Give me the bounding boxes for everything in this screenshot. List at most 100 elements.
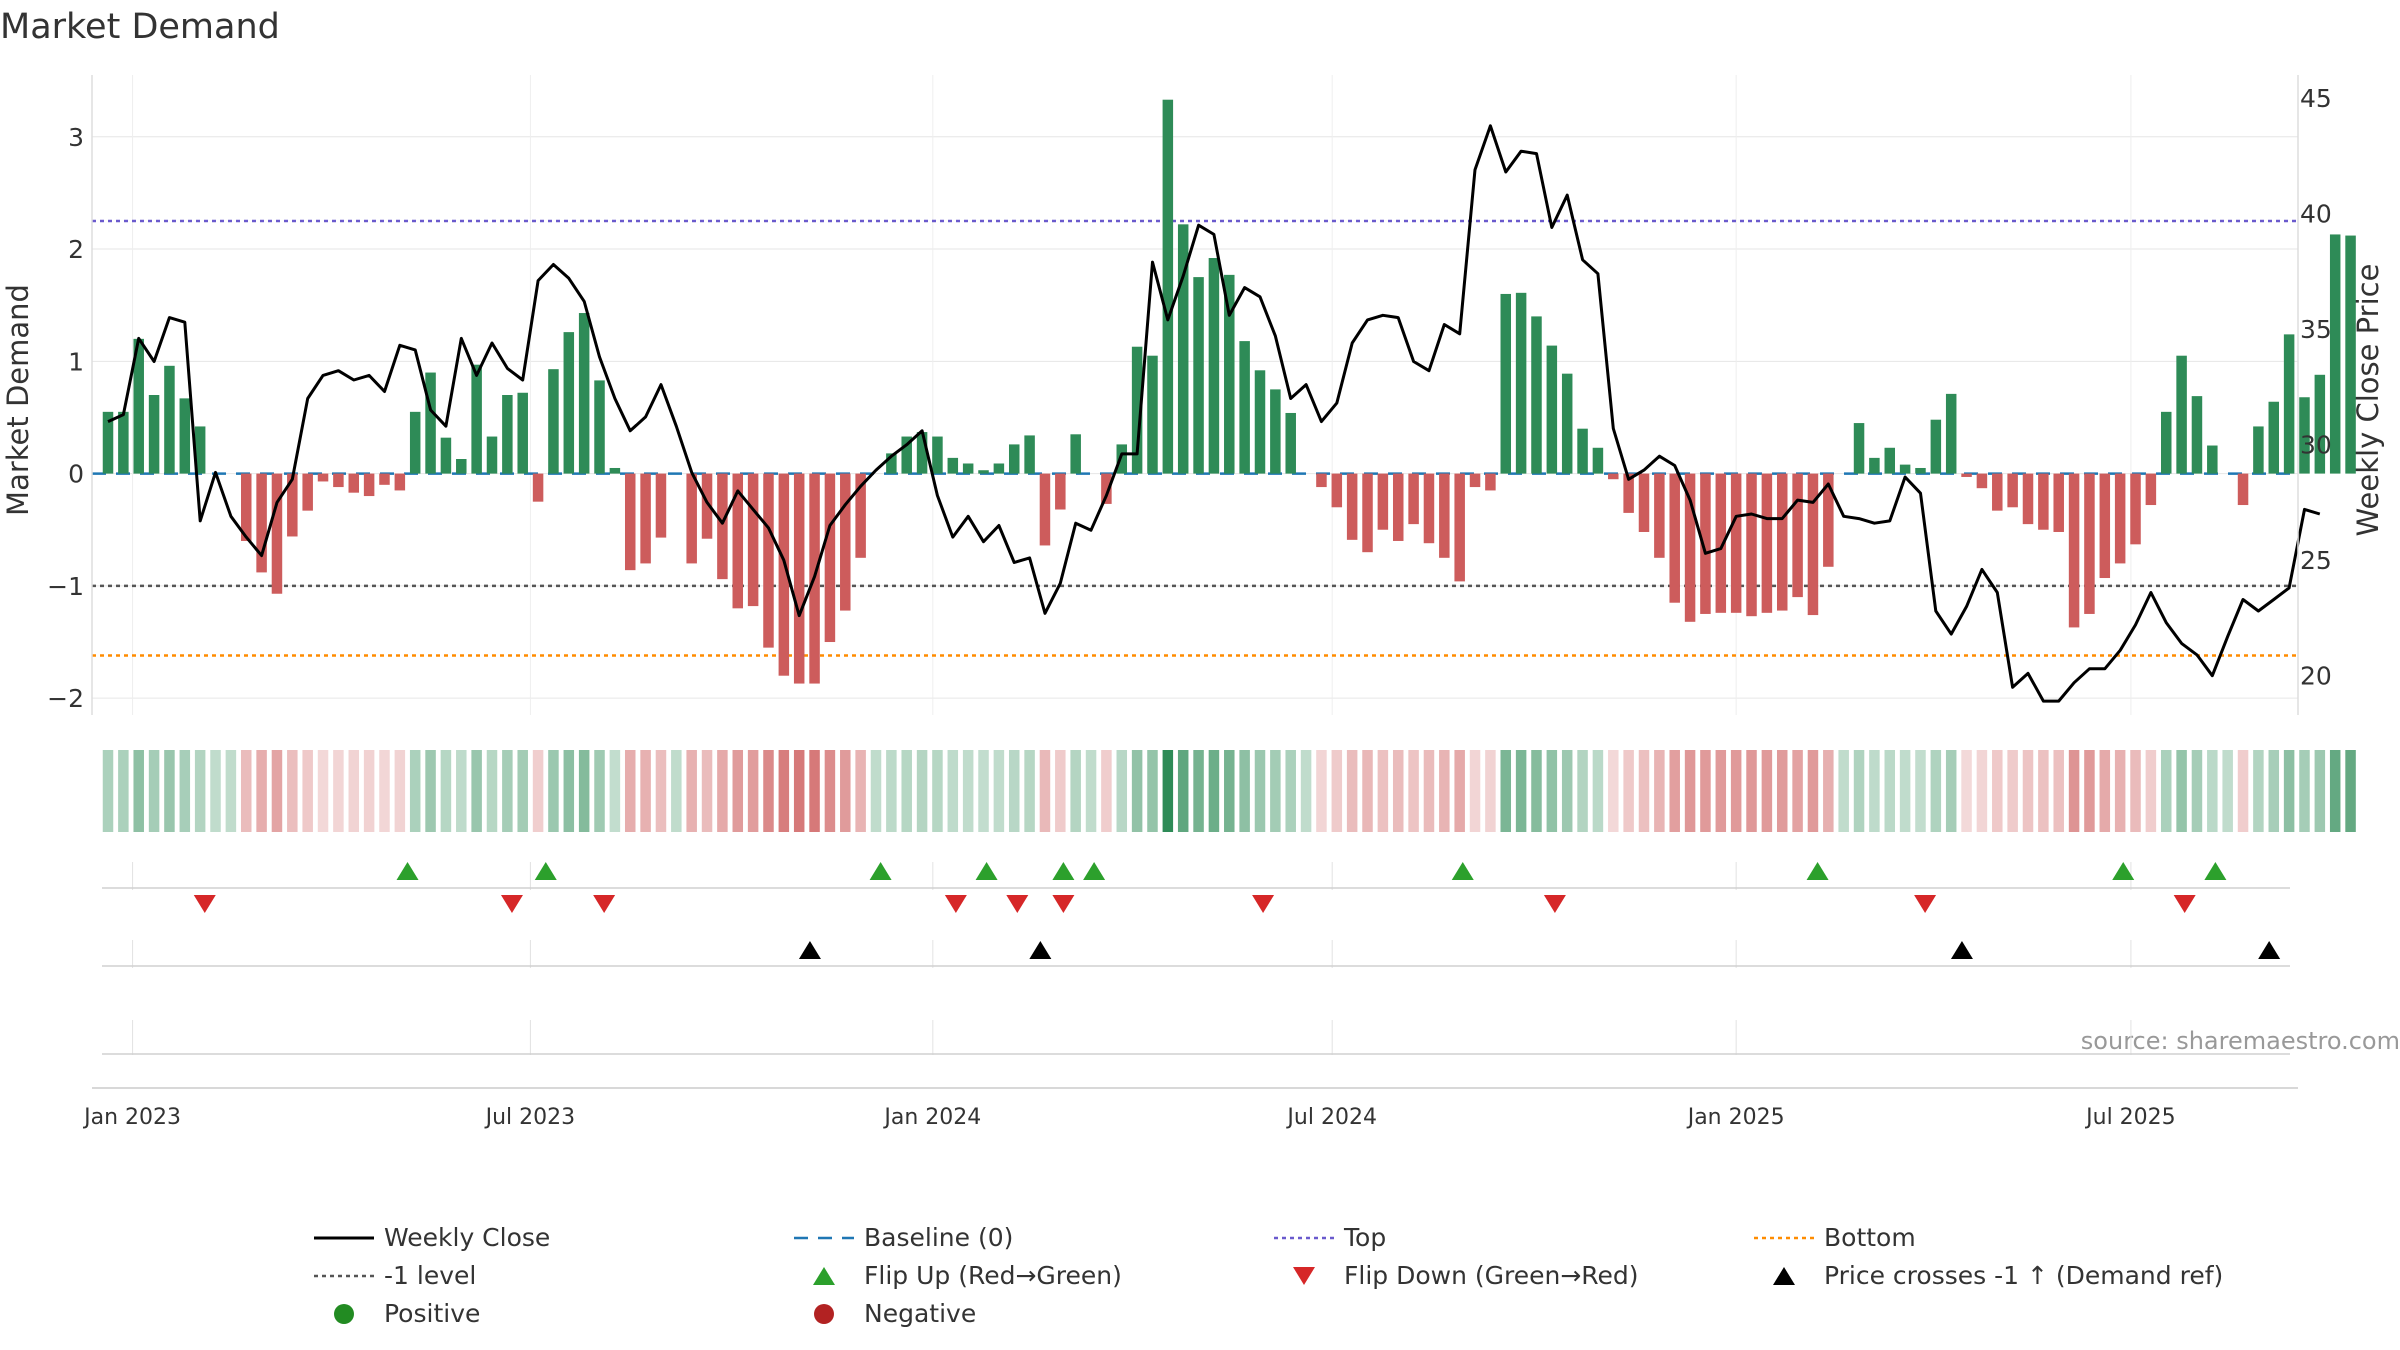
negative-bar bbox=[287, 473, 298, 537]
positive-bar bbox=[962, 463, 974, 474]
flip-down-marker bbox=[1914, 895, 1937, 913]
negative-bar bbox=[1976, 473, 1988, 489]
negative-bar bbox=[317, 473, 329, 482]
axes: −2 −1 0 1 2 3 20 25 30 35 40 45 Jan 2023 Jul 2023 Jan … bbox=[47, 75, 2332, 1130]
negative-bar bbox=[1638, 473, 1650, 532]
negative-bar bbox=[302, 473, 313, 511]
positive-bar bbox=[502, 395, 513, 474]
negative-bar bbox=[1961, 473, 1972, 477]
y2-axis-label: Weekly Close Price bbox=[2351, 264, 2385, 537]
heat-strip-cell bbox=[194, 750, 206, 832]
heat-strip bbox=[102, 750, 2356, 832]
y-tick-label: 1 bbox=[68, 347, 84, 376]
positive-bar bbox=[1884, 447, 1896, 474]
flip-down-marker bbox=[2173, 895, 2196, 913]
heat-strip-cell bbox=[1285, 750, 1296, 832]
heat-strip-cell bbox=[1623, 750, 1634, 832]
heat-strip-cell bbox=[502, 750, 513, 832]
heat-strip-cell bbox=[1577, 750, 1588, 832]
negative-bar bbox=[793, 473, 805, 684]
negative-bar bbox=[348, 473, 360, 493]
heat-strip-cell bbox=[2345, 750, 2356, 832]
heat-strip-cell bbox=[1408, 750, 1419, 832]
positive-bar bbox=[932, 436, 943, 474]
positive-bar bbox=[118, 411, 129, 474]
legend-swatch-tri-down bbox=[1293, 1267, 1315, 1285]
heat-strip-cell bbox=[348, 750, 360, 832]
y2-tick-label: 40 bbox=[2300, 200, 2332, 229]
heat-strip-cell bbox=[1776, 750, 1788, 832]
heat-strip-cell bbox=[486, 750, 498, 832]
flip-up-marker bbox=[869, 862, 892, 880]
negative-bar bbox=[2114, 473, 2126, 564]
heat-strip-cell bbox=[1992, 750, 2003, 832]
positive-bar bbox=[1945, 393, 1957, 474]
positive-bar bbox=[1162, 99, 1174, 474]
positive-bar bbox=[978, 470, 989, 474]
flip-down-marker bbox=[500, 895, 523, 913]
legend-label: Weekly Close bbox=[384, 1223, 550, 1252]
heat-strip-cell bbox=[563, 750, 575, 832]
negative-bar bbox=[686, 473, 697, 564]
positive-bar bbox=[1561, 373, 1573, 474]
positive-bar bbox=[194, 426, 206, 474]
negative-bar bbox=[1392, 473, 1404, 541]
heat-strip-cell bbox=[947, 750, 959, 832]
negative-bar bbox=[1761, 473, 1773, 613]
legend-label: Flip Up (Red→Green) bbox=[864, 1261, 1122, 1290]
heat-strip-cell bbox=[2283, 750, 2295, 832]
negative-bar bbox=[271, 473, 283, 594]
positive-bar bbox=[2299, 397, 2310, 474]
negative-bar bbox=[655, 473, 667, 538]
positive-bar bbox=[609, 467, 621, 474]
x-tick-label: Jul 2023 bbox=[484, 1105, 576, 1130]
positive-bar bbox=[2283, 334, 2295, 474]
negative-bar bbox=[1715, 473, 1727, 613]
legend-item: Bottom bbox=[1754, 1223, 1916, 1252]
heat-strip-cell bbox=[1746, 750, 1757, 832]
flip-up-marker bbox=[1083, 862, 1106, 880]
heat-strip-cell bbox=[901, 750, 912, 832]
y-axis-label: Market Demand bbox=[1, 284, 35, 516]
heat-strip-cell bbox=[2007, 750, 2018, 832]
negative-bar bbox=[240, 473, 252, 541]
heat-strip-cell bbox=[1131, 750, 1143, 832]
heat-strip-cell bbox=[1945, 750, 1957, 832]
positive-bar bbox=[993, 463, 1005, 474]
negative-bar bbox=[1792, 473, 1803, 598]
heat-strip-cell bbox=[256, 750, 267, 832]
negative-bar bbox=[1992, 473, 2003, 511]
heat-strip-cell bbox=[1392, 750, 1404, 832]
negative-bar bbox=[1823, 473, 1834, 567]
heat-strip-cell bbox=[409, 750, 421, 832]
flip-up-marker bbox=[1052, 862, 1075, 880]
negative-bar bbox=[1346, 473, 1358, 540]
heat-strip-cell bbox=[2114, 750, 2126, 832]
heat-strip-cell bbox=[2022, 750, 2034, 832]
heat-strip-cell bbox=[2237, 750, 2249, 832]
heat-strip-cell bbox=[1454, 750, 1465, 832]
positive-bar bbox=[1147, 355, 1158, 474]
source-text: source: sharemaestro.com bbox=[2081, 1027, 2400, 1055]
positive-bar bbox=[594, 380, 605, 474]
heat-strip-cell bbox=[793, 750, 805, 832]
positive-bar bbox=[1177, 224, 1189, 474]
negative-bar bbox=[1423, 473, 1435, 544]
heat-strip-cell bbox=[2145, 750, 2157, 832]
positive-bar bbox=[1930, 419, 1942, 474]
heat-strip-cell bbox=[317, 750, 329, 832]
legend-item: -1 level bbox=[314, 1261, 476, 1290]
positive-bar bbox=[102, 411, 114, 474]
positive-bar bbox=[164, 365, 175, 474]
negative-bar bbox=[701, 473, 713, 539]
heat-strip-cell bbox=[855, 750, 866, 832]
negative-bar bbox=[640, 473, 651, 564]
heat-strip-cell bbox=[962, 750, 974, 832]
heat-strip-cell bbox=[686, 750, 697, 832]
positive-bar bbox=[1070, 434, 1081, 474]
heat-strip-cell bbox=[1592, 750, 1604, 832]
close-line-group bbox=[107, 124, 2321, 703]
positive-bar bbox=[578, 313, 590, 474]
heat-strip-cell bbox=[978, 750, 989, 832]
heat-strip-cell bbox=[1439, 750, 1450, 832]
